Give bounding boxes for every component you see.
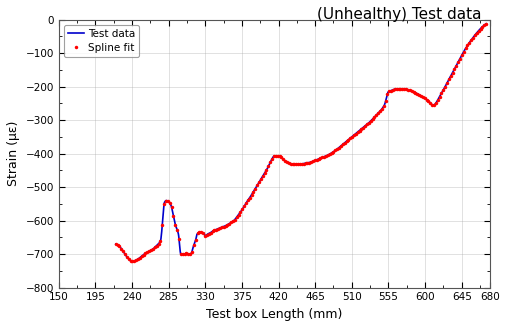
Spline fit xyxy=(137,256,143,260)
Test data xyxy=(368,119,374,123)
Test data xyxy=(263,169,269,173)
X-axis label: Test box Length (mm): Test box Length (mm) xyxy=(206,308,343,321)
Test data xyxy=(409,89,415,93)
Spline fit xyxy=(213,228,219,232)
Test data xyxy=(402,87,408,91)
Test data xyxy=(276,154,282,158)
Test data xyxy=(129,259,135,263)
Spline fit xyxy=(483,22,489,26)
Legend: Test data, Spline fit: Test data, Spline fit xyxy=(64,25,139,57)
Spline fit xyxy=(453,64,459,68)
Spline fit xyxy=(113,242,119,246)
Test data xyxy=(483,22,489,26)
Line: Test data: Test data xyxy=(116,24,486,261)
Spline fit xyxy=(128,259,134,263)
Text: (Unhealthy) Test data: (Unhealthy) Test data xyxy=(317,8,482,22)
Test data xyxy=(113,242,119,246)
Y-axis label: Strain (με): Strain (με) xyxy=(7,121,20,186)
Spline fit xyxy=(466,41,473,45)
Spline fit xyxy=(129,259,135,263)
Test data xyxy=(151,246,157,250)
Line: Spline fit: Spline fit xyxy=(114,22,488,263)
Spline fit xyxy=(184,252,190,256)
